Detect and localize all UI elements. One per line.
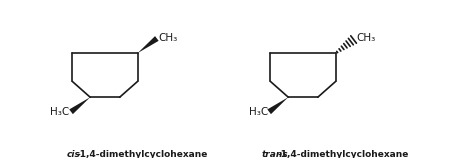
- Text: trans: trans: [262, 150, 289, 158]
- Polygon shape: [69, 97, 90, 114]
- Text: -1,4-dimethylcyclohexane: -1,4-dimethylcyclohexane: [278, 150, 410, 158]
- Polygon shape: [267, 97, 288, 114]
- Text: H₃C: H₃C: [50, 107, 70, 117]
- Text: -1,4-dimethylcyclohexane: -1,4-dimethylcyclohexane: [77, 150, 208, 158]
- Text: CH₃: CH₃: [158, 33, 177, 43]
- Polygon shape: [138, 36, 159, 53]
- Text: H₃C: H₃C: [248, 107, 268, 117]
- Text: cis: cis: [66, 150, 80, 158]
- Text: CH₃: CH₃: [356, 33, 375, 43]
